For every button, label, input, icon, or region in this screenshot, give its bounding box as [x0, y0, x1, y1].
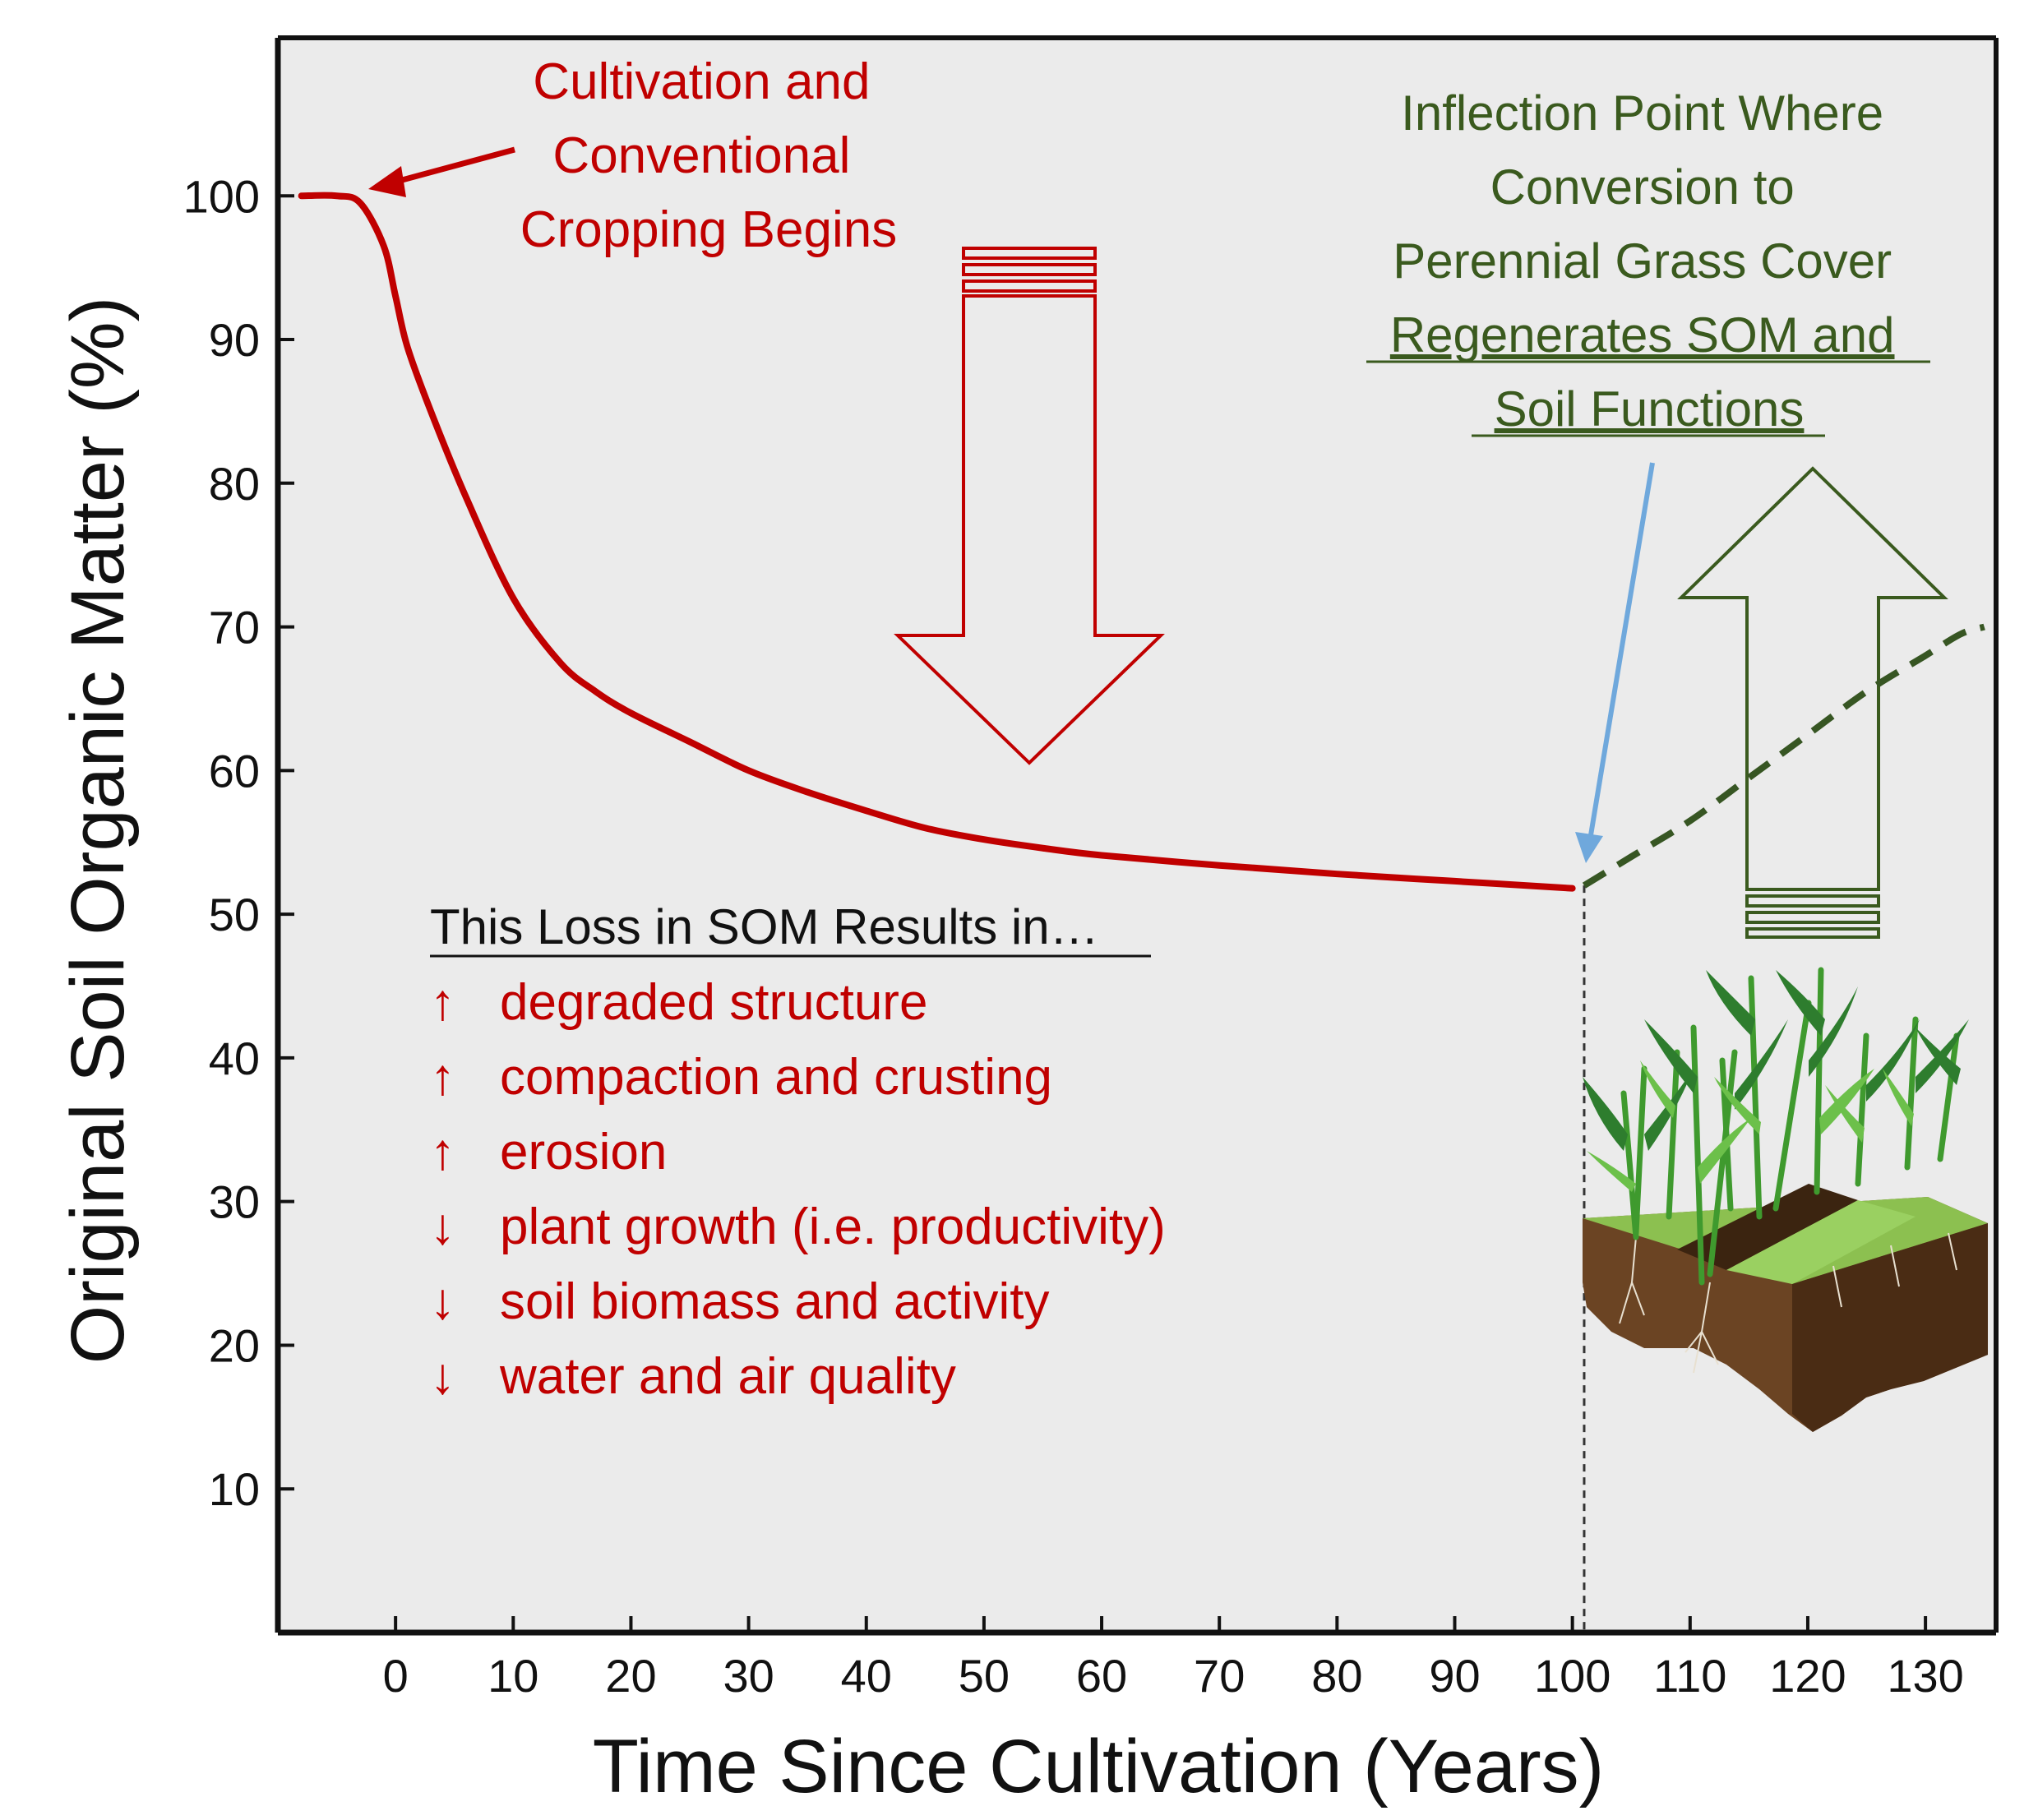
x-tick-label: 110 [1653, 1650, 1726, 1702]
y-axis-title: Original Soil Organic Matter (%) [56, 297, 140, 1365]
x-tick-label: 70 [1194, 1650, 1245, 1702]
x-tick-label: 30 [723, 1650, 774, 1702]
x-tick-label: 90 [1429, 1650, 1480, 1702]
pointer-arrow-icon [368, 146, 515, 197]
x-axis-title: Time Since Cultivation (Years) [593, 1725, 1605, 1808]
pointer-arrow-icon [1575, 462, 1655, 863]
y-tick-label: 60 [209, 745, 260, 797]
y-tick-label: 30 [209, 1176, 260, 1228]
loss-item-text: erosion [500, 1124, 667, 1180]
y-tick-label: 100 [183, 170, 260, 222]
loss-item-arrow: ↑ [430, 1049, 455, 1106]
x-tick-label: 130 [1887, 1650, 1963, 1702]
x-tick-label: 80 [1311, 1650, 1362, 1702]
loss-item-text: degraded structure [500, 974, 927, 1031]
y-tick-label: 80 [209, 458, 260, 510]
x-tick-label: 60 [1076, 1650, 1127, 1702]
annotation-cultivation: Cultivation and Conventional Cropping Be… [520, 53, 897, 258]
series-line-perennial [1582, 623, 1985, 889]
x-tick-label: 120 [1769, 1650, 1846, 1702]
y-tick-label: 40 [209, 1032, 260, 1084]
loss-item-arrow: ↓ [430, 1199, 455, 1255]
annotation-inflection: Inflection Point Where Conversion to Per… [1390, 85, 1908, 437]
x-tick-label: 40 [841, 1650, 892, 1702]
up-arrow-icon [1677, 466, 1948, 939]
loss-item-arrow: ↑ [430, 974, 455, 1031]
grass-soil-illustration-icon [1583, 967, 1988, 1432]
y-tick-label: 20 [209, 1319, 260, 1371]
x-tick-label: 0 [383, 1650, 409, 1702]
loss-item-arrow: ↑ [430, 1124, 455, 1180]
loss-list: ↑ degraded structure ↑ compaction and crust… [430, 974, 1166, 1405]
x-axis-ticks: 0 10 20 30 40 50 60 70 80 90 100 110 120 130 [383, 1616, 1964, 1702]
x-tick-label: 50 [959, 1650, 1010, 1702]
y-axis-ticks: 10 20 30 40 50 60 70 80 90 100 [183, 170, 294, 1515]
series-line-conventional [298, 192, 1576, 892]
loss-item-text: soil biomass and activity [500, 1273, 1050, 1330]
loss-item-arrow: ↓ [430, 1348, 455, 1405]
y-tick-label: 50 [209, 889, 260, 940]
loss-item-text: plant growth (i.e. productivity) [500, 1199, 1166, 1255]
x-tick-label: 10 [488, 1650, 538, 1702]
y-tick-label: 70 [209, 602, 260, 654]
y-tick-label: 10 [209, 1463, 260, 1515]
x-tick-label: 20 [605, 1650, 656, 1702]
x-tick-label: 100 [1534, 1650, 1611, 1702]
loss-item-text: water and air quality [499, 1348, 956, 1405]
down-arrow-icon [894, 247, 1165, 765]
loss-item-arrow: ↓ [430, 1273, 455, 1330]
loss-item-text: compaction and crusting [500, 1049, 1052, 1106]
loss-heading: This Loss in SOM Results in… [430, 899, 1099, 954]
plot-background [278, 38, 1996, 1633]
y-tick-label: 90 [209, 314, 260, 366]
